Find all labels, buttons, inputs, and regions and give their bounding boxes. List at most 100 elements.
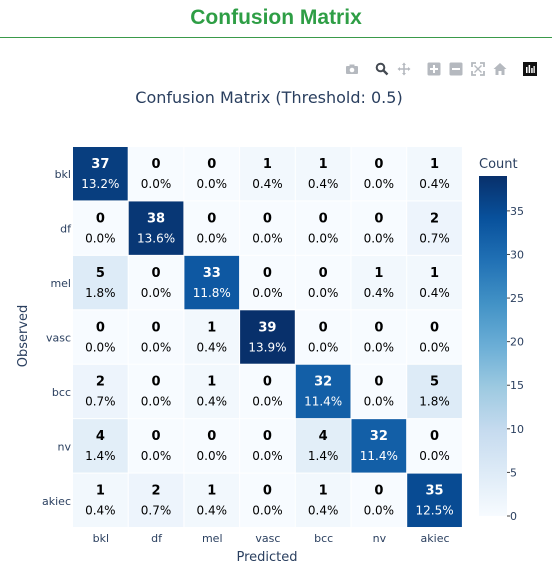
heatmap-cell: 0 0.0% <box>240 419 295 473</box>
cell-count-label: 0 <box>207 429 216 444</box>
colorbar-tick-label: 15 <box>510 379 524 392</box>
cell-rect <box>128 419 184 473</box>
cell-count-label: 0 <box>319 211 328 226</box>
cell-percent-label: 0.0% <box>308 340 339 354</box>
cell-percent-label: 0.0% <box>252 231 283 245</box>
cell-rect <box>73 419 128 473</box>
y-tick-label: df <box>60 223 72 236</box>
heatmap-cell: 1 0.4% <box>351 255 407 310</box>
cell-percent-label: 0.0% <box>308 286 339 300</box>
cell-rect <box>184 419 240 473</box>
autoscale-icon[interactable] <box>471 62 485 76</box>
camera-icon[interactable] <box>345 62 359 76</box>
heatmap-cell: 39 13.9% <box>240 310 295 364</box>
cell-rect <box>240 147 295 201</box>
heatmap-cell: 4 1.4% <box>73 419 128 473</box>
cell-count-label: 0 <box>207 211 216 226</box>
y-tick-label: bcc <box>52 386 71 399</box>
heatmap-cell: 1 0.4% <box>295 473 351 528</box>
colorbar-tick-label: 10 <box>510 423 524 436</box>
cell-percent-label: 0.4% <box>364 286 395 300</box>
heatmap-cell: 0 0.0% <box>184 147 240 201</box>
x-tick-label: mel <box>202 532 223 545</box>
colorbar-tick-label: 25 <box>510 292 524 305</box>
cell-percent-label: 0.4% <box>419 177 450 191</box>
x-tick-label: bkl <box>93 532 109 545</box>
cell-count-label: 2 <box>96 375 105 390</box>
zoom-out-icon[interactable] <box>449 62 463 76</box>
cell-rect <box>407 255 462 310</box>
heatmap-cell: 37 13.2% <box>73 147 128 201</box>
plotly-logo-icon[interactable] <box>523 62 537 76</box>
cell-rect <box>128 473 184 528</box>
cell-percent-label: 0.7% <box>141 504 172 518</box>
cell-count-label: 0 <box>96 320 105 335</box>
heatmap-cell: 1 0.4% <box>240 147 295 201</box>
y-tick-label: mel <box>50 277 71 290</box>
cell-rect <box>240 310 295 364</box>
cell-count-label: 4 <box>319 429 328 444</box>
cell-percent-label: 13.9% <box>248 340 286 354</box>
heatmap-cell: 4 1.4% <box>295 419 351 473</box>
colorbar-tick-label: 30 <box>510 248 524 261</box>
cell-percent-label: 0.0% <box>364 231 395 245</box>
cell-count-label: 33 <box>203 266 221 281</box>
cell-count-label: 0 <box>374 157 383 172</box>
reset-axes-icon[interactable] <box>493 62 507 76</box>
heatmap-cell: 0 0.0% <box>351 310 407 364</box>
cell-count-label: 0 <box>319 266 328 281</box>
y-tick-label: vasc <box>46 332 71 345</box>
zoom-icon[interactable] <box>375 62 389 76</box>
cell-count-label: 1 <box>430 157 439 172</box>
heatmap-cell: 0 0.0% <box>73 310 128 364</box>
cell-rect <box>407 473 462 528</box>
heatmap-cell: 5 1.8% <box>407 364 462 419</box>
cell-count-label: 1 <box>374 266 383 281</box>
x-axis-title: Predicted <box>236 550 297 565</box>
cell-percent-label: 0.0% <box>364 395 395 409</box>
heatmap-cell: 0 0.0% <box>240 364 295 419</box>
cell-rect <box>128 147 184 201</box>
colorbar-tick-label: 35 <box>510 205 524 218</box>
cell-rect <box>128 310 184 364</box>
cell-percent-label: 0.0% <box>141 449 172 463</box>
cell-percent-label: 0.0% <box>197 231 228 245</box>
pan-icon[interactable] <box>397 62 411 76</box>
cell-rect <box>351 419 407 473</box>
cell-count-label: 37 <box>91 157 109 172</box>
colorbar-tick-label: 20 <box>510 336 524 349</box>
cell-percent-label: 0.4% <box>85 504 116 518</box>
heatmap-cell: 0 0.0% <box>295 255 351 310</box>
heatmap-cell: 0 0.0% <box>351 201 407 255</box>
y-tick-label: bkl <box>55 168 71 181</box>
x-tick-label: nv <box>373 532 387 545</box>
cell-count-label: 0 <box>374 211 383 226</box>
x-tick-label: bcc <box>314 532 333 545</box>
cell-rect <box>73 201 128 255</box>
zoom-in-icon[interactable] <box>427 62 441 76</box>
cell-percent-label: 11.4% <box>304 395 342 409</box>
cell-percent-label: 1.4% <box>85 449 116 463</box>
y-tick-label: nv <box>58 440 72 453</box>
heatmap-cell: 0 0.0% <box>128 310 184 364</box>
cell-count-label: 0 <box>263 429 272 444</box>
cell-rect <box>295 147 351 201</box>
cell-count-label: 2 <box>430 211 439 226</box>
cell-count-label: 0 <box>263 266 272 281</box>
cell-percent-label: 13.6% <box>137 231 175 245</box>
cell-rect <box>351 364 407 419</box>
page-header: Confusion Matrix <box>0 0 552 38</box>
heatmap-cell: 0 0.0% <box>240 255 295 310</box>
cell-count-label: 35 <box>426 484 444 499</box>
heatmap-cell: 2 0.7% <box>407 201 462 255</box>
cell-count-label: 0 <box>263 211 272 226</box>
cell-count-label: 39 <box>258 320 276 335</box>
cell-percent-label: 0.7% <box>419 231 450 245</box>
heatmap-cell: 1 0.4% <box>407 255 462 310</box>
cell-count-label: 0 <box>374 320 383 335</box>
colorbar-title: Count <box>479 157 518 172</box>
cell-count-label: 1 <box>207 320 216 335</box>
colorbar-tick-label: 5 <box>510 466 517 479</box>
cell-percent-label: 0.0% <box>141 177 172 191</box>
cell-count-label: 0 <box>207 157 216 172</box>
